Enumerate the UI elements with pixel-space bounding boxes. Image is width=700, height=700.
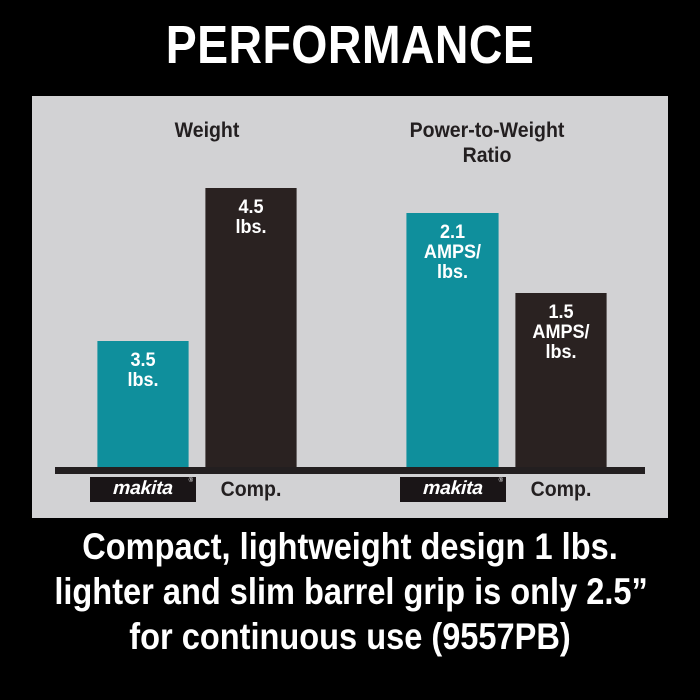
caption-line-3: for continuous use (9557PB): [129, 616, 571, 657]
axis-baseline: [55, 467, 645, 474]
bar-value-weight-competitor: 4.5 lbs.: [235, 197, 267, 238]
bar-value-ratio-competitor: 1.5 AMPS/ lbs.: [532, 302, 590, 363]
page-title: PERFORMANCE: [165, 15, 535, 75]
makita-logo-ratio: makita ®: [400, 477, 506, 502]
bar-ratio-makita: 2.1 AMPS/ lbs.: [406, 213, 499, 467]
registered-trademark-icon-weight: ®: [188, 478, 193, 484]
category-label-weight-competitor: Comp.: [220, 478, 282, 501]
bar-ratio-competitor: 1.5 AMPS/ lbs.: [515, 293, 607, 467]
chart-title-weight: Weight: [174, 119, 240, 142]
registered-trademark-icon-ratio: ®: [498, 478, 503, 484]
bar-weight-competitor: 4.5 lbs.: [205, 188, 297, 467]
chart-title-power-to-weight-line1: Power-to-Weight: [409, 119, 565, 142]
category-label-ratio-competitor: Comp.: [530, 478, 592, 501]
bar-weight-makita: 3.5 lbs.: [97, 341, 189, 467]
caption: Compact, lightweight design 1 lbs. light…: [54, 524, 648, 659]
chart-panel: Weight Power-to-Weight Ratio 3.5 lbs. 4.…: [32, 96, 668, 518]
caption-line-1: Compact, lightweight design 1 lbs.: [82, 526, 618, 567]
makita-logo-wordmark-ratio: makita: [422, 478, 484, 499]
bar-value-weight-makita: 3.5 lbs.: [127, 350, 159, 391]
caption-line-2: lighter and slim barrel grip is only 2.5…: [54, 571, 648, 612]
makita-logo-wordmark-weight: makita: [112, 478, 174, 499]
makita-logo-weight: makita ®: [90, 477, 196, 502]
bar-value-ratio-makita: 2.1 AMPS/ lbs.: [423, 222, 482, 283]
chart-title-power-to-weight: Power-to-Weight Ratio: [371, 118, 604, 168]
chart-title-power-to-weight-line2: Ratio: [462, 144, 512, 167]
